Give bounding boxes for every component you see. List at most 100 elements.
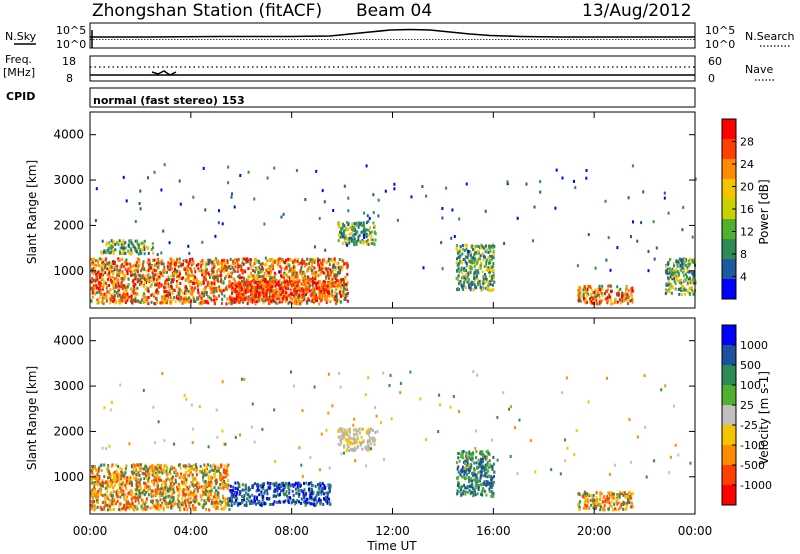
velocity-echo-cell <box>226 483 229 487</box>
power-echo-cell <box>279 270 282 273</box>
velocity-echo-cell <box>100 468 103 472</box>
power-echo-cell <box>139 252 142 256</box>
power-echo-cell <box>117 281 120 285</box>
power-echo-cell <box>485 264 488 268</box>
velocity-echo-cell <box>104 486 107 490</box>
velocity-echo-cell <box>161 492 164 496</box>
velocity-echo-cell <box>139 492 142 496</box>
power-echo-cell <box>134 274 137 278</box>
power-echo-cell <box>188 259 191 263</box>
power-echo-cell <box>184 300 187 304</box>
velocity-echo-cell <box>215 469 218 473</box>
power-echo-cell <box>342 229 345 233</box>
velocity-echo-cell <box>141 498 144 502</box>
velocity-echo-cell <box>357 437 359 441</box>
power-echo-cell <box>157 264 160 268</box>
power-echo-cell <box>673 264 675 268</box>
power-echo-cell <box>180 262 182 266</box>
power-echo-cell <box>677 260 680 264</box>
velocity-echo-cell <box>165 478 168 482</box>
velocity-echo-cell <box>347 445 350 449</box>
power-echo-cell <box>353 224 356 227</box>
power-echo-cell <box>589 293 592 297</box>
velocity-echo-cell <box>353 433 356 437</box>
velocity-echo-cell <box>192 505 195 509</box>
velocity-echo-cell <box>162 506 165 510</box>
power-echo-cell <box>604 199 607 203</box>
velocity-echo-cell <box>127 481 130 485</box>
power-echo-cell <box>289 288 292 292</box>
velocity-echo-cell <box>210 501 213 505</box>
velocity-echo-cell <box>350 436 353 440</box>
power-echo-cell <box>325 261 328 265</box>
power-echo-cell <box>293 269 296 273</box>
power-echo-cell <box>120 296 123 300</box>
power-echo-cell <box>185 260 188 264</box>
power-echo-cell <box>271 258 274 261</box>
velocity-echo-cell <box>294 481 297 485</box>
power-echo-cell <box>123 273 126 277</box>
power-echo-cell <box>321 265 324 269</box>
power-echo-cell <box>345 226 348 230</box>
velocity-echo-cell <box>108 502 111 506</box>
velocity-echo-cell <box>96 498 99 502</box>
velocity-echo-cell <box>245 504 248 507</box>
power-echo-cell <box>129 262 131 266</box>
velocity-echo-cell <box>167 472 170 476</box>
power-echo-cell <box>582 292 585 296</box>
power-echo-cell <box>337 279 340 283</box>
power-echo-cell <box>490 269 493 273</box>
power-echo-cell <box>318 280 321 284</box>
power-echo-cell <box>254 298 257 301</box>
power-echo-cell <box>271 263 273 267</box>
power-echo-cell <box>487 284 490 288</box>
power-echo-cell <box>465 182 468 186</box>
power-ytick-label: 3000 <box>53 173 84 187</box>
velocity-echo-cell <box>213 491 216 495</box>
velocity-echo-cell <box>365 431 368 435</box>
power-echo-cell <box>261 275 264 279</box>
velocity-echo-cell <box>151 473 154 477</box>
power-echo-cell <box>277 290 279 294</box>
power-echo-cell <box>131 301 134 305</box>
velocity-echo-cell <box>261 482 264 486</box>
power-echo-cell <box>229 267 232 270</box>
power-echo-cell <box>241 292 244 296</box>
velocity-echo-cell <box>202 486 204 490</box>
power-echo-cell <box>674 270 677 274</box>
power-echo-cell <box>682 274 685 278</box>
velocity-echo-cell <box>135 488 138 492</box>
power-echo-cell <box>598 296 601 300</box>
power-echo-cell <box>205 278 207 282</box>
power-echo-cell <box>332 281 335 285</box>
power-echo-cell <box>92 287 94 291</box>
power-echo-cell <box>484 286 487 290</box>
power-echo-cell <box>266 176 269 180</box>
power-echo-cell <box>124 251 127 255</box>
power-echo-cell <box>157 266 160 270</box>
power-echo-cell <box>243 290 246 294</box>
power-echo-cell <box>492 246 495 250</box>
power-echo-cell <box>283 267 286 271</box>
power-echo-cell <box>137 252 140 256</box>
power-echo-cell <box>165 294 168 298</box>
velocity-echo-cell <box>225 471 228 475</box>
power-echo-cell <box>125 297 127 301</box>
power-echo-cell <box>210 287 213 291</box>
power-echo-cell <box>102 277 105 281</box>
power-echo-cell <box>105 296 107 300</box>
power-echo-cell <box>460 268 463 272</box>
velocity-echo-cell <box>94 474 96 478</box>
velocity-echo-cell <box>197 502 200 506</box>
power-echo-cell <box>160 272 163 276</box>
velocity-echo-cell <box>121 486 123 490</box>
velocity-echo-cell <box>129 489 132 493</box>
power-echo-cell <box>374 224 376 228</box>
velocity-echo-cell <box>471 458 474 462</box>
power-echo-cell <box>240 279 243 283</box>
power-echo-cell <box>320 286 323 290</box>
power-echo-cell <box>111 275 114 279</box>
power-echo-cell <box>334 274 337 278</box>
power-echo-cell <box>282 286 285 290</box>
power-echo-cell <box>157 283 160 287</box>
